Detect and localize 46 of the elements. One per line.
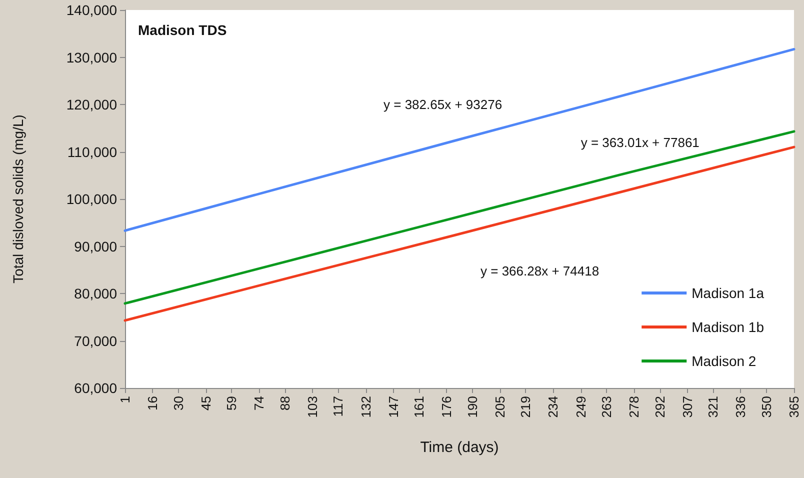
x-tick-label: 1 <box>118 396 132 404</box>
x-tick-label: 88 <box>277 396 292 410</box>
x-tick-label: 147 <box>386 396 401 418</box>
x-tick-label: 219 <box>518 396 534 418</box>
x-tick-label: 117 <box>330 396 346 417</box>
y-tick-label: 120,000 <box>66 96 118 112</box>
x-tick-label: 161 <box>412 396 427 418</box>
x-tick-label: 176 <box>439 396 454 418</box>
x-tick-label: 74 <box>252 396 267 410</box>
x-tick-label: 307 <box>680 396 695 418</box>
y-tick-label: 140,000 <box>66 2 118 18</box>
annotation: y = 382.65x + 93276 <box>384 97 502 112</box>
x-tick-label: 190 <box>464 396 480 418</box>
x-tick-label: 365 <box>786 396 802 418</box>
legend-label: Madison 1b <box>692 319 764 335</box>
legend-label: Madison 2 <box>692 353 756 369</box>
x-tick-label: 234 <box>546 396 561 418</box>
x-tick-label: 321 <box>706 396 721 418</box>
x-tick-label: 103 <box>304 396 320 418</box>
x-tick-label: 205 <box>492 396 508 418</box>
legend-label: Madison 1a <box>692 285 764 301</box>
x-tick-label: 292 <box>652 396 668 418</box>
line-series <box>124 130 796 305</box>
text: Madison TDS <box>138 22 227 38</box>
y-tick-label: 80,000 <box>74 286 118 302</box>
x-tick-label: 132 <box>358 396 374 418</box>
line-series <box>124 48 796 232</box>
x-tick-label: 30 <box>170 396 186 410</box>
y-tick-label: 70,000 <box>74 332 118 349</box>
y-tick-label: 90,000 <box>74 238 118 254</box>
x-tick-label: 249 <box>573 396 588 418</box>
y-tick-label: 130,000 <box>66 49 118 66</box>
annotation: y = 366.28x + 74418 <box>480 263 600 278</box>
x-tick-label: 278 <box>626 396 642 418</box>
annotation: y = 363.01x + 77861 <box>580 134 700 150</box>
y-axis-title: Total disloved solids (mg/L) <box>10 114 26 284</box>
y-tick-label: 100,000 <box>66 191 118 207</box>
x-tick-label: 263 <box>599 396 614 418</box>
y-tick-label: 60,000 <box>74 380 118 396</box>
x-tick-label: 45 <box>198 396 214 410</box>
x-tick-label: 336 <box>733 396 748 418</box>
x-tick-label: 16 <box>145 396 160 410</box>
x-tick-label: 350 <box>758 396 774 418</box>
y-tick-label: 110,000 <box>67 144 118 160</box>
x-tick-label: 59 <box>224 396 240 410</box>
x-axis-title: Time (days) <box>420 439 499 456</box>
